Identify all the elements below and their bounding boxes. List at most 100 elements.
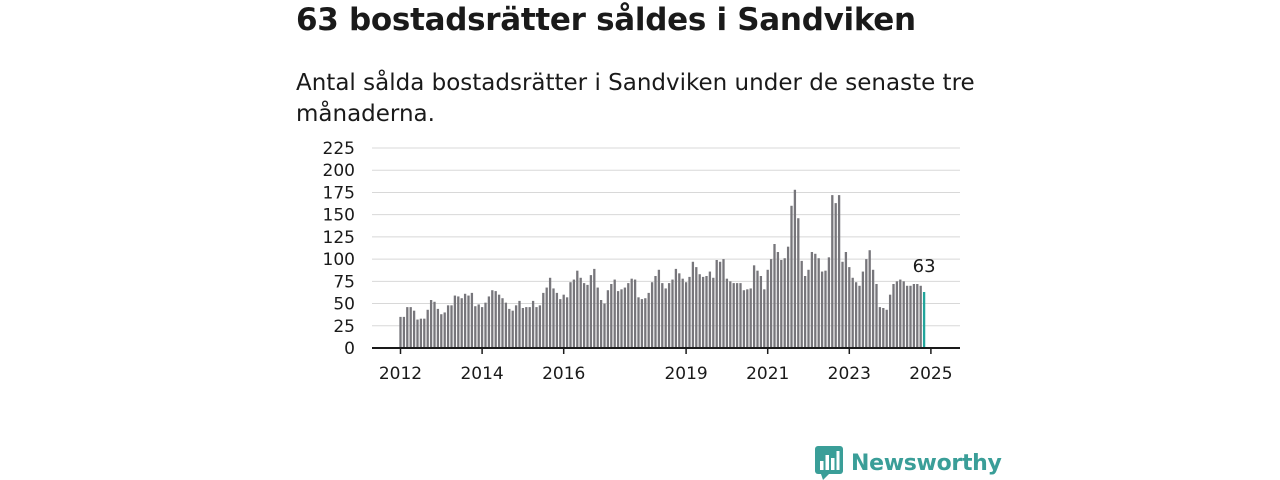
bar (531, 300, 535, 348)
bar (552, 288, 555, 348)
x-tick-label: 2014 (460, 364, 503, 384)
bar (504, 302, 508, 348)
x-tick-label: 2023 (828, 364, 871, 384)
bar (497, 294, 501, 348)
bar (919, 285, 922, 348)
bar (555, 292, 559, 348)
bar (579, 277, 582, 348)
bar (623, 287, 627, 348)
bar (681, 278, 684, 348)
bar (780, 260, 783, 348)
bar (399, 316, 402, 348)
y-tick-label: 0 (344, 339, 355, 359)
bar (535, 307, 538, 348)
y-tick-label: 100 (323, 250, 355, 270)
bar (463, 293, 467, 348)
bar (599, 300, 603, 348)
bar (450, 305, 453, 348)
bar (899, 279, 902, 348)
bar (491, 290, 494, 348)
bar (766, 269, 769, 348)
bar (429, 300, 433, 348)
bar (647, 292, 650, 348)
bar (487, 296, 491, 348)
bar (678, 273, 681, 348)
bar (820, 271, 824, 348)
bar (508, 308, 511, 348)
bar (837, 195, 841, 348)
bar (701, 276, 705, 348)
bar (514, 305, 518, 348)
bar (572, 279, 576, 348)
bar (793, 189, 797, 348)
x-tick-label: 2021 (746, 364, 789, 384)
bar (589, 275, 593, 348)
bar (885, 309, 888, 348)
bar (735, 283, 739, 348)
bar (419, 318, 423, 348)
bar (518, 300, 521, 348)
bar (712, 277, 715, 348)
bar (844, 252, 848, 348)
bar (773, 244, 776, 348)
y-tick-label: 225 (323, 139, 355, 159)
bar (878, 307, 882, 348)
bar (453, 295, 457, 348)
bar (841, 261, 844, 348)
bar (620, 289, 623, 348)
bar (725, 278, 729, 348)
bar (783, 258, 786, 348)
bar (708, 271, 712, 348)
y-tick-label: 25 (333, 317, 355, 337)
bar (521, 308, 525, 348)
bar (749, 288, 752, 348)
bar (446, 305, 450, 348)
bar (542, 292, 545, 348)
bar (650, 282, 654, 348)
bar (722, 259, 725, 348)
x-tick-label: 2019 (664, 364, 707, 384)
bar (854, 282, 858, 348)
bar (739, 283, 742, 348)
bar (562, 294, 565, 348)
bar (786, 246, 790, 348)
x-tick-label: 2016 (542, 364, 585, 384)
bar (718, 261, 722, 348)
bar (861, 271, 865, 348)
bar (882, 308, 885, 348)
bar (817, 258, 820, 348)
bar (440, 314, 443, 348)
bar (633, 279, 637, 348)
bar (423, 318, 426, 348)
bar (548, 277, 552, 348)
bar (756, 270, 759, 348)
bar (688, 276, 691, 348)
bar (606, 290, 610, 348)
bar (912, 284, 916, 348)
bar (559, 299, 562, 348)
bar (746, 289, 749, 348)
bar (467, 295, 470, 348)
bar (477, 304, 480, 348)
bar (426, 309, 429, 348)
bar (406, 307, 409, 348)
bar (565, 297, 569, 348)
bar (603, 303, 606, 348)
bar (848, 267, 851, 348)
bar (851, 277, 854, 348)
bar (803, 276, 807, 348)
bar (902, 281, 905, 348)
bar (732, 283, 735, 348)
bar (824, 270, 827, 348)
bar (538, 305, 542, 348)
bar (657, 269, 661, 348)
bar (569, 282, 572, 348)
bar (715, 260, 718, 348)
bar (729, 281, 732, 348)
bar (610, 284, 613, 348)
bar (810, 252, 814, 348)
bar (596, 287, 599, 348)
bar (807, 269, 810, 348)
last-value-label: 63 (913, 256, 936, 277)
